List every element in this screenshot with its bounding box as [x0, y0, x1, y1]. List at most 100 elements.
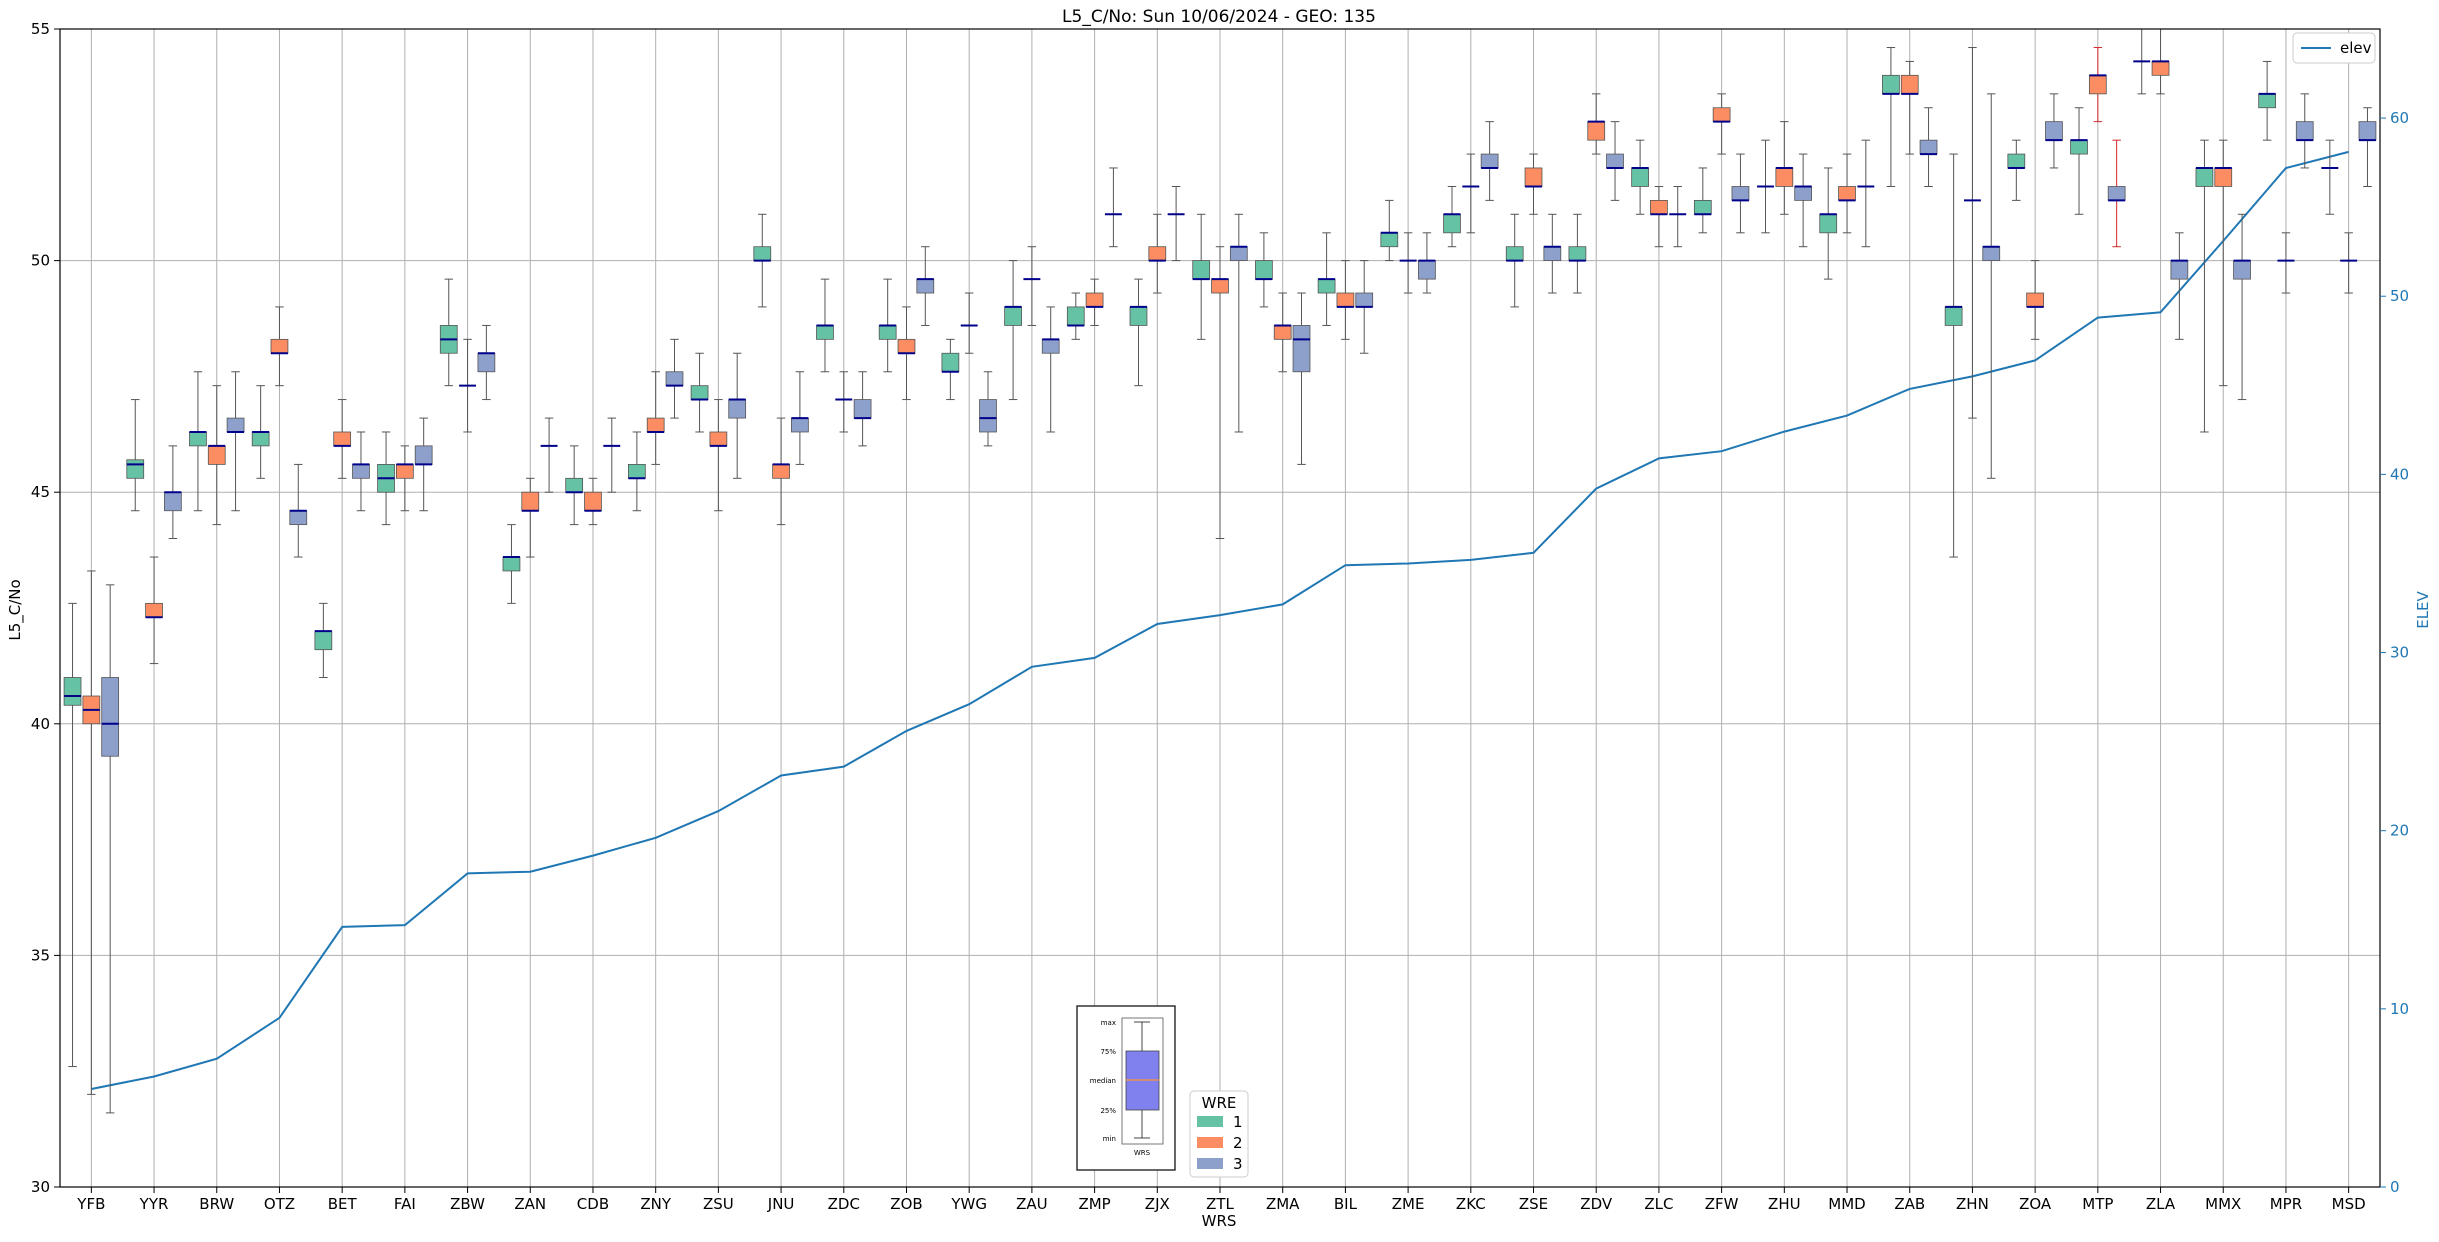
box-mmx-wre3 [2233, 213, 2251, 401]
iqr-box [2258, 93, 2276, 109]
box-mpr-wre1 [2258, 60, 2276, 141]
x-tick-label: ZSU [703, 1195, 734, 1213]
box-zny-wre3 [665, 338, 684, 419]
x-tick-label: ZLA [2146, 1195, 2176, 1213]
iqr-box [1336, 292, 1355, 308]
y2-tick-label: 30 [2390, 644, 2409, 662]
x-tick-label: JNU [767, 1195, 795, 1213]
iqr-box [1292, 325, 1311, 373]
box-zdv-wre2 [1587, 93, 1606, 155]
box-zkc-wre1 [1443, 185, 1461, 248]
y-tick-label: 45 [31, 483, 50, 501]
y-tick-label: 30 [31, 1178, 50, 1196]
box-zse-wre2 [1524, 153, 1543, 215]
y-tick-label: 40 [31, 715, 50, 733]
box-mmx-wre2 [2214, 139, 2233, 387]
x-tick-label: ZDC [828, 1195, 860, 1213]
x-tick-label: ZME [1392, 1195, 1425, 1213]
iqr-box [414, 445, 433, 465]
wre-legend-frame [1189, 1090, 1249, 1178]
iqr-box [2170, 260, 2189, 280]
iqr-box [1004, 306, 1022, 326]
x-tick-label: ZTL [1206, 1195, 1234, 1213]
box-zsu-wre2 [709, 399, 728, 512]
iqr-box [1775, 167, 1794, 187]
box-zmp-wre2 [1085, 278, 1104, 326]
box-yfb-wre1 [63, 602, 82, 1068]
iqr-box [521, 491, 540, 512]
box-zau-wre2 [1023, 246, 1041, 326]
wre-legend: WRE 1 2 3 [1189, 1090, 1249, 1178]
iqr-box [916, 278, 935, 294]
x-tick-label: FAI [394, 1195, 416, 1213]
box-zjx-wre1 [1129, 278, 1148, 387]
y2-tick-label: 10 [2390, 1000, 2409, 1018]
x-tick-label: ZJX [1145, 1195, 1170, 1213]
x-tick-label: BIL [1334, 1195, 1358, 1213]
box-zau-wre3 [1041, 306, 1060, 433]
wre-legend-label-3: 3 [1233, 1155, 1243, 1173]
box-yfb-wre3 [101, 584, 120, 1114]
axis-ticks: YFB YYR BRW OTZ BET FAI ZBW ZAN CDB ZNY ZSU JNU ZDC Z… [31, 20, 2409, 1213]
box-zdv-wre3 [1606, 121, 1624, 201]
iqr-box [878, 325, 897, 340]
box-zsu-wre3 [728, 352, 747, 479]
key-label-max: max [1101, 1019, 1116, 1027]
box-ztl-wre2 [1211, 246, 1229, 540]
box-zlc-wre2 [1650, 185, 1668, 248]
wre-legend-label-1: 1 [1233, 1113, 1243, 1131]
iqr-box [1505, 246, 1524, 261]
box-zny-wre1 [628, 431, 646, 512]
box-zan-wre3 [540, 417, 558, 493]
box-jnu-wre2 [772, 417, 790, 526]
x-tick-label: ZSE [1519, 1195, 1548, 1213]
iqr-box [1148, 246, 1167, 261]
box-mpr-wre2 [2277, 232, 2295, 294]
chart-title: L5_C/No: Sun 10/06/2024 - GEO: 135 [1062, 7, 1376, 27]
iqr-box [1273, 325, 1292, 340]
box-zse-wre1 [1505, 213, 1524, 308]
iqr-box [270, 338, 289, 354]
key-label-q1: 25% [1100, 1107, 1116, 1115]
x-tick-label: MSD [2332, 1195, 2366, 1213]
iqr-box [1693, 199, 1712, 215]
iqr-box [2214, 167, 2233, 187]
box-key-inset: max 75% median 25% min WRS [1076, 1005, 1176, 1171]
box-zjx-wre3 [1167, 185, 1185, 262]
x-tick-label: ZAN [514, 1195, 546, 1213]
box-zoa-wre2 [2026, 260, 2045, 340]
box-zny-wre2 [646, 371, 665, 465]
iqr-box [2107, 186, 2126, 201]
box-mmx-wre1 [2195, 139, 2214, 433]
x-tick-label: ZHU [1768, 1195, 1801, 1213]
iqr-box [314, 630, 333, 651]
iqr-box [395, 464, 414, 479]
box-zhu-wre3 [1794, 153, 1813, 248]
box-mmd-wre1 [1819, 167, 1838, 280]
box-cdb-wre2 [584, 477, 602, 526]
box-zan-wre1 [502, 524, 521, 604]
x-tick-label: ZDV [1580, 1195, 1613, 1213]
iqr-box [1919, 139, 1938, 155]
box-mpr-wre3 [2295, 93, 2314, 169]
iqr-box [1192, 260, 1211, 280]
box-jnu-wre3 [791, 371, 809, 465]
wre-legend-label-2: 2 [1233, 1134, 1243, 1152]
x-tick-label: MPR [2270, 1195, 2302, 1213]
iqr-box [502, 556, 521, 572]
box-zla-wre2 [2151, 28, 2170, 95]
iqr-box [1229, 246, 1248, 261]
key-caption: WRS [1134, 1149, 1151, 1157]
box-zab-wre3 [1919, 107, 1938, 187]
box-otz-wre1 [251, 385, 270, 479]
x-tick-label: ZMA [1266, 1195, 1300, 1213]
key-label-q3: 75% [1100, 1048, 1116, 1056]
box-ywg-wre1 [941, 338, 960, 401]
iqr-box [979, 399, 997, 433]
iqr-box [2045, 121, 2063, 141]
iqr-box [1380, 232, 1399, 248]
box-zkc-wre2 [1462, 153, 1480, 234]
iqr-box [207, 445, 226, 465]
iqr-box [1355, 292, 1374, 308]
